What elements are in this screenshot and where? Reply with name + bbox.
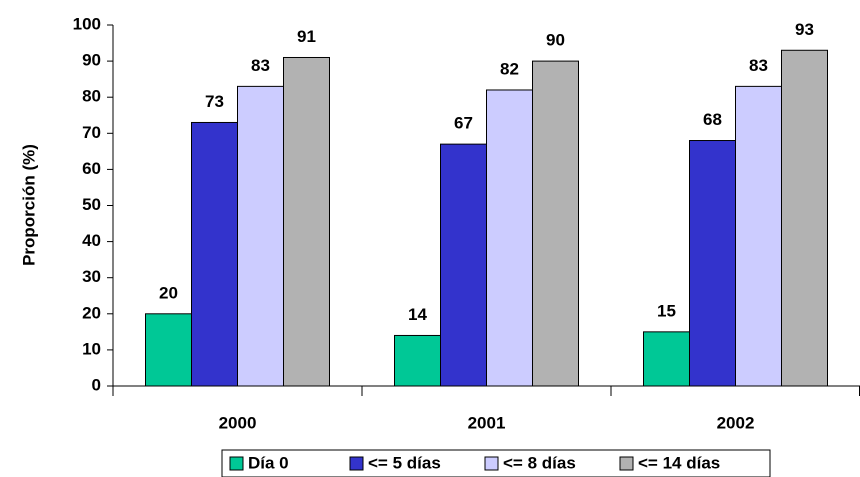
x-tick-label: 2001: [468, 413, 506, 432]
data-label: 83: [749, 56, 768, 75]
y-tick-label: 0: [92, 375, 101, 394]
bar: [394, 334, 441, 387]
bar: [781, 49, 828, 387]
data-label: 73: [205, 92, 224, 111]
bar: [191, 121, 238, 387]
legend-swatch: [229, 456, 244, 471]
data-label: 90: [546, 31, 565, 50]
data-label: 82: [500, 59, 519, 78]
data-label: 20: [159, 283, 178, 302]
x-tick-label: 2002: [717, 413, 755, 432]
legend-label: Día 0: [248, 453, 289, 472]
bar: [237, 85, 284, 387]
data-label: 93: [795, 20, 814, 39]
y-tick-label: 80: [82, 87, 101, 106]
legend-label: <= 8 días: [503, 453, 576, 472]
data-label: 67: [454, 114, 473, 133]
x-tick-label: 2000: [219, 413, 257, 432]
legend-swatch: [619, 456, 634, 471]
y-tick-label: 100: [73, 14, 101, 33]
y-tick-label: 70: [82, 123, 101, 142]
y-tick-label: 10: [82, 339, 101, 358]
data-label: 68: [703, 110, 722, 129]
y-tick-label: 90: [82, 51, 101, 70]
legend-swatch: [349, 456, 364, 471]
data-label: 83: [251, 56, 270, 75]
legend-swatch: [484, 456, 499, 471]
y-tick-label: 30: [82, 267, 101, 286]
y-tick-label: 20: [82, 303, 101, 322]
y-axis-label: Proporción (%): [19, 144, 38, 266]
bar: [486, 89, 533, 387]
bar: [735, 85, 782, 387]
legend-label: <= 5 días: [368, 453, 441, 472]
bar: [145, 313, 192, 387]
data-label: 14: [408, 305, 427, 324]
bar: [440, 143, 487, 387]
data-label: 15: [657, 301, 676, 320]
data-label: 91: [297, 27, 316, 46]
bar: [532, 60, 579, 387]
y-tick-label: 60: [82, 159, 101, 178]
y-tick-label: 50: [82, 195, 101, 214]
bar: [643, 331, 690, 387]
y-tick-label: 40: [82, 231, 101, 250]
bar: [689, 140, 736, 387]
bar: [283, 56, 330, 387]
legend-label: <= 14 días: [638, 453, 720, 472]
